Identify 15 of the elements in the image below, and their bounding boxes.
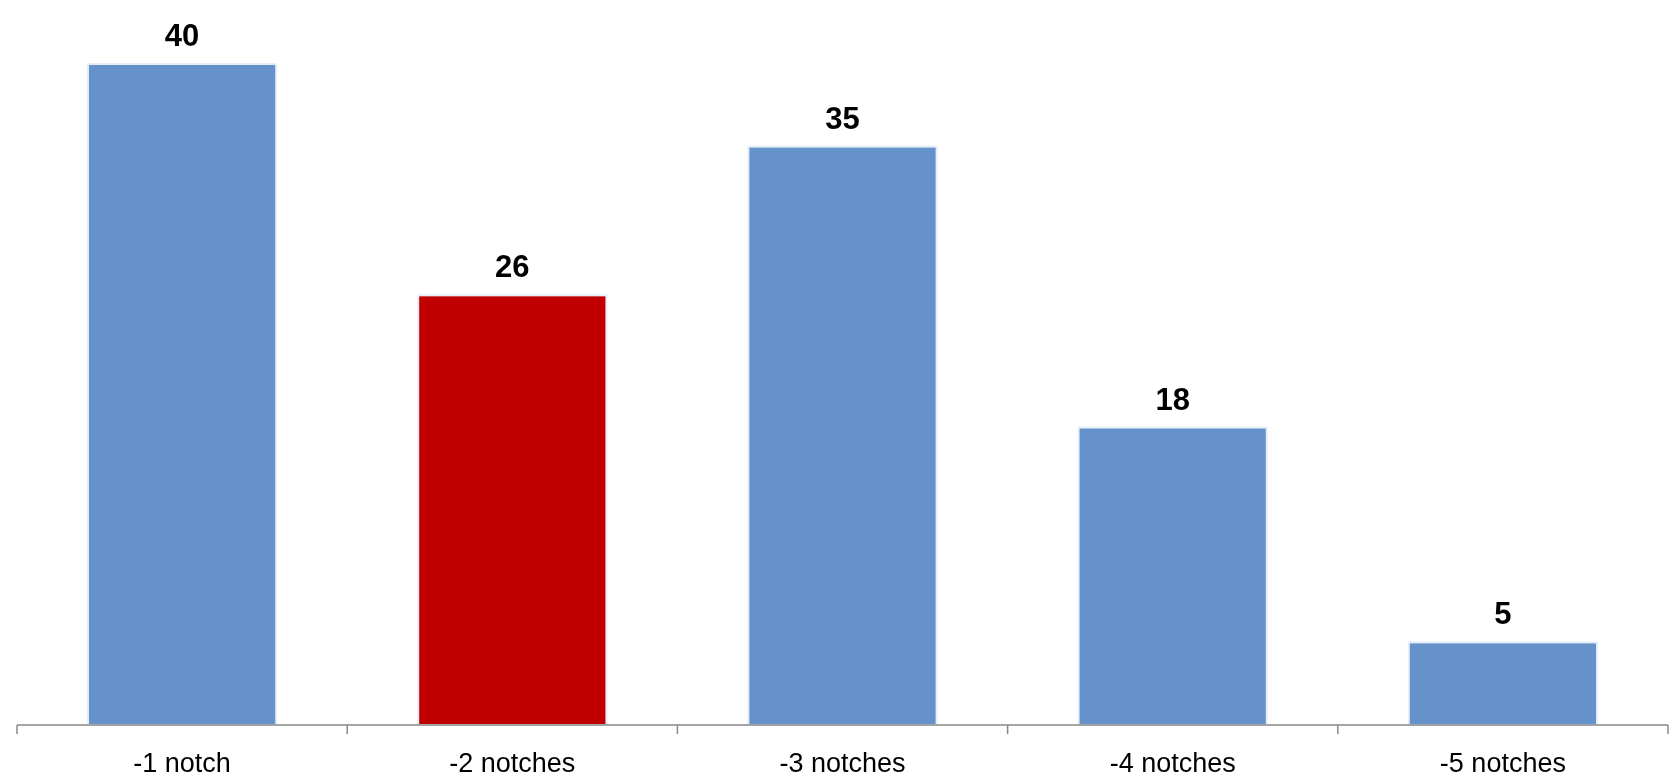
x-tick-label: -2 notches: [449, 748, 576, 776]
data-label: 40: [164, 18, 200, 53]
data-label: 26: [495, 249, 530, 285]
x-tick-label: -3 notches: [779, 748, 906, 776]
bar: [1077, 426, 1268, 726]
x-tick-label: -4 notches: [1109, 748, 1236, 776]
bar: [747, 145, 938, 726]
data-label: 18: [1155, 381, 1190, 417]
bar: [1407, 641, 1598, 726]
bar: [86, 63, 278, 726]
bar: [417, 294, 608, 726]
data-label: 5: [1494, 596, 1512, 632]
x-tick-label: -5 notches: [1439, 748, 1566, 776]
x-tick-label: -1 notch: [133, 748, 231, 776]
data-label: 35: [825, 100, 860, 136]
